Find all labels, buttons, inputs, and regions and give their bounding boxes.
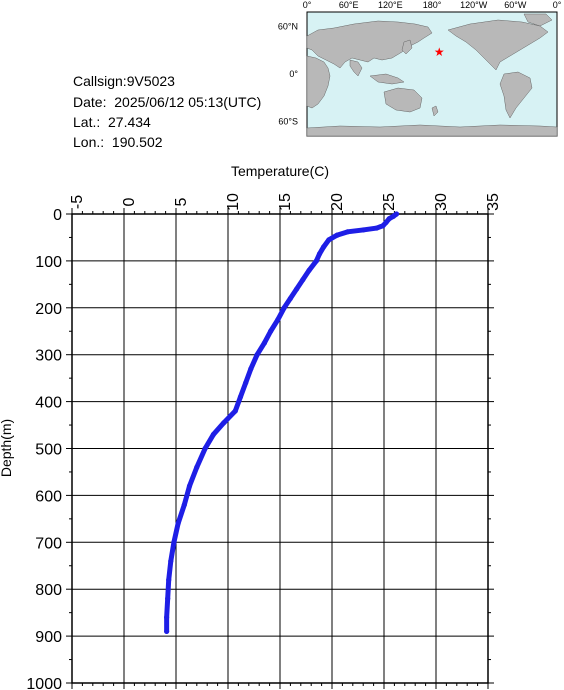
map-lat-label: 60°S (278, 117, 298, 127)
data-point (248, 366, 254, 372)
data-point (221, 420, 227, 426)
map-land-newzealand (431, 105, 439, 117)
x-tick-label: -5 (69, 195, 86, 209)
map-land-africa (306, 55, 331, 109)
map-lon-label: 60°E (339, 0, 359, 10)
y-tick-label: 900 (35, 629, 62, 646)
y-tick-label: 600 (35, 488, 62, 505)
chart-grid (71, 213, 489, 684)
map-land-japan (401, 39, 413, 55)
x-axis-tick-labels: -5 0 5 10 15 20 25 30 35 (69, 193, 502, 211)
world-map: 0° 60°E 120°E 180° 120°W 60°W 0° 60°N 0°… (278, 0, 562, 137)
y-tick-label: 1000 (26, 676, 62, 690)
x-tick-label: 35 (485, 193, 502, 211)
latitude-label: Lat.: 27.434 (73, 114, 151, 130)
map-land-indonesia (369, 73, 405, 85)
temperature-profile-line (164, 211, 399, 634)
data-point (300, 277, 306, 283)
data-point (168, 558, 174, 564)
x-tick-label: 5 (173, 197, 190, 206)
data-point (164, 614, 170, 620)
map-land-antarctica (306, 124, 558, 137)
data-point (275, 316, 281, 323)
x-tick-label: 15 (277, 193, 294, 211)
y-tick-label: 300 (35, 348, 62, 365)
map-lon-label: 120°W (460, 0, 488, 10)
data-point (261, 340, 267, 346)
y-tick-label: 800 (35, 582, 62, 599)
data-point (294, 286, 300, 292)
longitude-label: Lon.: 190.502 (73, 134, 163, 150)
map-land-australia (383, 87, 423, 113)
data-point (166, 577, 172, 583)
data-point (268, 328, 274, 334)
x-axis-title: Temperature(C) (231, 163, 329, 179)
map-lat-label: 60°N (278, 21, 298, 31)
data-point (390, 213, 396, 219)
map-lon-label: 0° (303, 0, 312, 10)
data-point (232, 408, 238, 414)
data-point (194, 464, 200, 470)
y-tick-label: 400 (35, 395, 62, 412)
temperature-profile-series (164, 211, 400, 635)
x-tick-label: 25 (381, 193, 398, 211)
plot-frame (71, 213, 489, 684)
data-point (321, 244, 327, 250)
map-lon-label: 180° (423, 0, 442, 10)
data-point (281, 305, 287, 311)
y-axis-title: Depth(m) (0, 419, 14, 477)
y-tick-label: 100 (35, 254, 62, 271)
y-tick-label: 500 (35, 442, 62, 459)
data-point (313, 258, 319, 264)
map-land-north-america (447, 19, 549, 71)
map-lon-label: 120°E (378, 0, 403, 10)
data-point (360, 227, 366, 233)
data-point (380, 223, 386, 229)
map-lon-label: 0° (553, 0, 562, 10)
map-land-south-america (499, 71, 533, 119)
y-tick-label: 0 (53, 207, 62, 224)
data-point (386, 216, 392, 222)
date-label: Date: 2025/06/12 05:13(UTC) (73, 94, 262, 110)
map-land-india (349, 59, 363, 77)
data-point (306, 267, 312, 273)
data-point (186, 483, 193, 489)
map-lat-label: 0° (289, 69, 298, 79)
map-lon-label: 60°W (504, 0, 527, 10)
map-land-eurasia (306, 20, 433, 69)
data-point (334, 232, 340, 238)
y-tick-label: 200 (35, 301, 62, 318)
y-axis-tick-labels: 0 100 200 300 400 500 600 700 800 900 1000 (26, 207, 62, 690)
data-point (164, 628, 170, 635)
data-point (181, 502, 187, 508)
data-point (383, 219, 389, 226)
data-point (316, 251, 323, 257)
data-point (202, 445, 208, 452)
station-marker-icon: ★ (434, 45, 445, 59)
data-point (254, 352, 260, 358)
data-point (237, 394, 244, 400)
callsign-label: Callsign:9V5023 (73, 73, 175, 89)
data-point (287, 295, 293, 302)
x-tick-label: 30 (433, 193, 450, 211)
data-point (171, 539, 177, 545)
data-point (165, 595, 171, 602)
data-point (243, 380, 249, 386)
x-tick-label: 20 (329, 193, 346, 211)
data-point (175, 520, 181, 527)
x-tick-label: 10 (225, 193, 242, 211)
x-tick-label: 0 (121, 197, 138, 206)
data-point (326, 237, 332, 243)
data-point (374, 225, 380, 231)
data-point (210, 431, 217, 438)
y-tick-label: 700 (35, 535, 62, 552)
data-point (345, 229, 351, 235)
map-land-greenland (523, 13, 553, 27)
